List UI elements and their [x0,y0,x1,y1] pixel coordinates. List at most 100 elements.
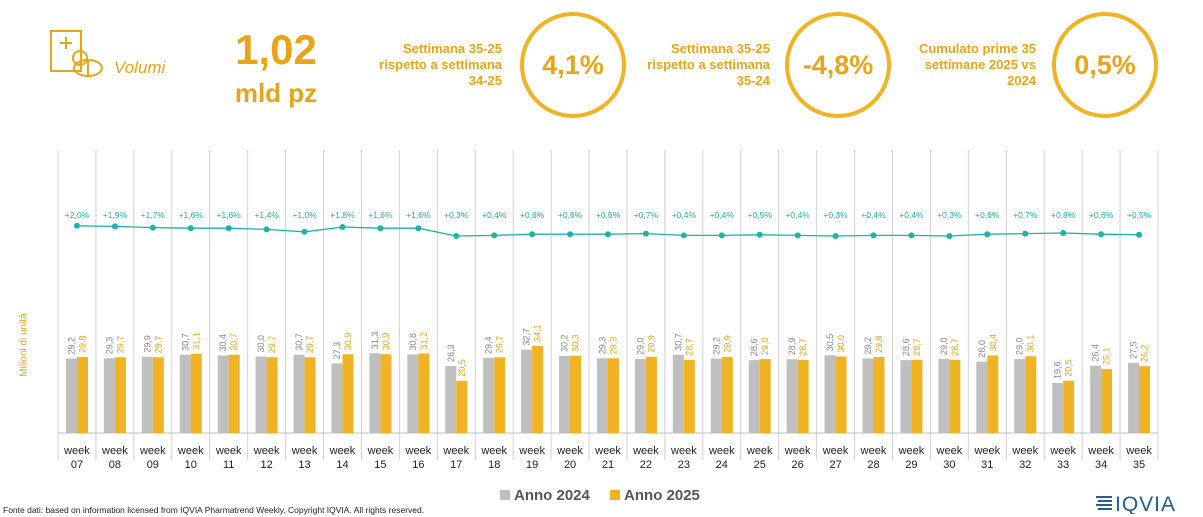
growth-point [1136,231,1143,238]
growth-point [832,233,839,239]
bar-2025 [570,355,582,433]
x-tick-label: week [367,445,394,457]
data-label-2024: 30,8 [408,333,418,351]
data-label-2024: 28,6 [749,339,759,357]
growth-point [1022,230,1029,237]
x-tick-label: 26 [792,459,804,471]
x-tick-label: 23 [678,459,690,471]
growth-label: +1,4% [254,210,279,220]
growth-label: +1,6% [217,210,242,220]
bar-2025 [835,356,847,433]
bar-2025 [190,353,202,433]
circle-value-3: 0,5% [1052,12,1158,118]
bar-2025 [266,357,278,433]
x-tick-label: 11 [223,459,234,471]
data-label-2024: 30,7 [180,333,190,351]
data-label-2024: 26,4 [1091,344,1101,362]
bar-2024 [748,360,760,433]
data-label-2025: 31,1 [191,332,201,350]
kpi-label: Volumi [114,58,166,77]
bar-2024 [369,353,381,433]
legend-item-2025: Anno 2025 [610,487,700,504]
growth-point [908,232,915,239]
data-label-2024: 19,6 [1053,361,1063,379]
x-tick-label: 08 [109,459,121,471]
x-tick-label: 13 [298,459,310,471]
growth-label: +0,8% [1051,210,1076,220]
x-tick-label: week [632,445,659,457]
x-tick-label: 16 [412,459,424,471]
x-tick-label: 17 [450,459,462,471]
bar-2024 [293,354,305,433]
bar-2025 [418,353,430,433]
data-label-2024: 29,2 [66,337,76,355]
x-tick-label: 34 [1095,459,1107,471]
growth-label: +0,6% [558,210,583,220]
x-tick-label: week [63,445,90,457]
x-tick-label: 33 [1057,459,1069,471]
bar-2024 [1090,365,1102,433]
x-tick-label: week [101,445,128,457]
bar-2025 [1025,356,1037,433]
growth-label: +0,4% [861,210,886,220]
x-tick-label: 15 [374,459,386,471]
data-label-2024: 28,6 [901,339,911,357]
data-label-2024: 30,2 [560,334,570,352]
data-label-2025: 30,0 [836,335,846,353]
growth-point [453,233,460,239]
x-tick-label: 14 [336,459,348,471]
x-tick-label: 24 [716,459,728,471]
x-tick-label: 12 [260,459,272,471]
data-label-2025: 29,9 [722,335,732,353]
x-tick-label: week [329,445,356,457]
bar-2025 [76,357,88,433]
bar-2024 [1052,383,1064,433]
bar-2024 [445,365,457,433]
kpi-value: 1,02 [235,26,317,73]
growth-label: +1,9% [103,210,128,220]
data-label-2025: 34,1 [533,325,543,343]
bar-2025 [532,346,544,433]
bar-2025 [456,380,468,433]
data-label-2024: 29,2 [863,337,873,355]
x-tick-label: 19 [526,459,538,471]
circle-caption-2: Settimana 35-25 rispetto a settimana 35-… [647,41,770,88]
growth-label: +0,3% [937,210,962,220]
bar-2025 [911,359,923,433]
growth-point [870,232,877,239]
data-label-2025: 29,0 [760,338,770,356]
bar-2024 [331,363,343,433]
data-label-2024: 29,3 [104,337,114,355]
bar-2025 [228,354,240,433]
growth-label: +0,7% [634,210,659,220]
bar-2024 [597,358,608,433]
bar-2024 [141,356,153,433]
growth-point [756,231,763,238]
data-label-2025: 30,9 [381,333,391,351]
data-label-2025: 20,5 [457,359,467,377]
data-label-2025: 29,7 [305,336,315,354]
growth-label: +0,5% [1127,210,1152,220]
x-tick-label: 28 [867,459,879,471]
bar-2025 [987,355,999,433]
growth-point [111,223,118,230]
circle-caption-1: Settimana 35-25 rispetto a settimana 34-… [379,41,502,88]
data-label-2025: 25,1 [1102,347,1112,365]
x-tick-label: week [1125,445,1152,457]
circle-caption-3: Cumulato prime 35 settimane 2025 vs 2024 [918,41,1036,88]
growth-label: +0,3% [444,210,469,220]
x-tick-label: week [670,445,697,457]
growth-label: +1,0% [292,210,317,220]
data-label-2024: 30,4 [218,334,228,352]
growth-point [377,225,384,232]
data-label-2025: 30,4 [988,334,998,352]
data-label-2025: 30,3 [571,334,581,352]
bar-2025 [645,356,657,433]
bar-2025 [1063,380,1075,433]
bar-2025 [114,357,126,433]
x-tick-label: 32 [1019,459,1031,471]
bar-2025 [721,356,733,433]
growth-label: +0,6% [596,210,621,220]
data-label-2024: 29,0 [635,338,645,356]
x-tick-label: week [746,445,773,457]
